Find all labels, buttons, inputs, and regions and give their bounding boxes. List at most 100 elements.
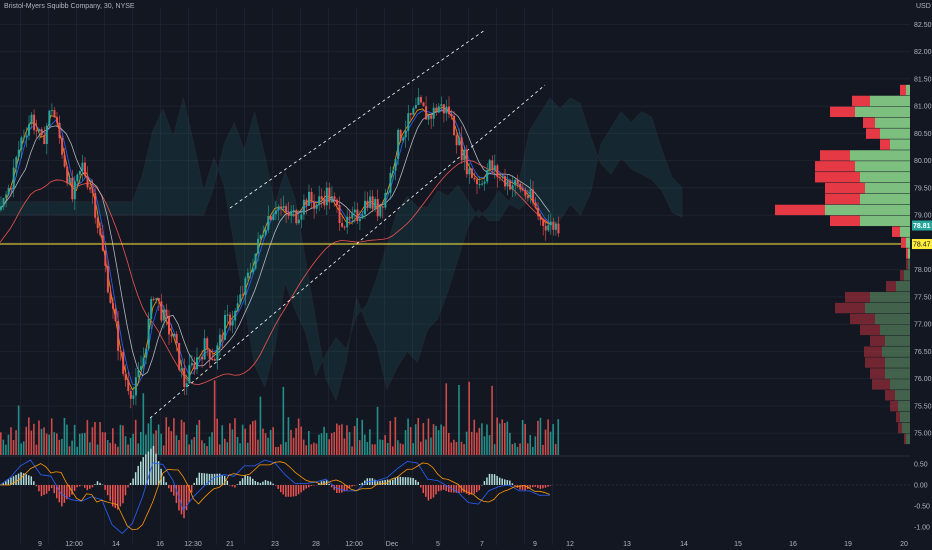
volume-bar — [231, 429, 234, 455]
volume-bar — [302, 439, 305, 455]
volume-bar — [460, 441, 463, 455]
y-tick-label: 80.50 — [914, 131, 932, 138]
volume-bar — [389, 420, 392, 455]
candle-body — [84, 162, 86, 176]
volume-bar — [315, 443, 318, 455]
volume-bars — [0, 380, 560, 455]
volume-bar — [66, 424, 68, 455]
volume-bar — [328, 439, 330, 455]
volume-bar — [437, 430, 440, 455]
macd-hist — [63, 485, 66, 503]
volume-bar — [63, 417, 66, 455]
candle-body — [333, 196, 336, 200]
macd-hist — [305, 485, 307, 489]
candle-body — [389, 172, 392, 193]
volume-bar — [432, 424, 435, 455]
candle-body — [534, 202, 537, 208]
volume-bar — [404, 430, 407, 455]
profile-bar-up — [855, 106, 910, 118]
candle-body — [43, 135, 46, 144]
last-price-badge — [912, 220, 932, 231]
macd-hist — [389, 479, 391, 485]
macd-hist — [430, 485, 432, 500]
candle-body — [509, 180, 512, 190]
macd-hist — [285, 485, 287, 497]
volume-bar — [336, 423, 338, 455]
macd-hist — [361, 482, 363, 485]
macd-hist — [379, 480, 381, 485]
macd-hist — [129, 482, 132, 485]
volume-bar — [28, 417, 30, 455]
profile-bar-down — [865, 357, 885, 368]
volume-bar — [178, 440, 180, 455]
candle-body — [173, 333, 176, 337]
volume-bar — [537, 420, 539, 455]
candle-body — [417, 97, 420, 106]
macd-hist — [325, 480, 328, 485]
y-tick-label: 76.50 — [914, 349, 932, 356]
volume-bar — [364, 434, 366, 455]
candle-body — [297, 219, 300, 224]
candle-body — [259, 235, 262, 239]
volume-bar — [420, 441, 422, 455]
candle-body — [127, 380, 130, 392]
macd-hist — [524, 485, 526, 491]
channel-upper — [229, 29, 486, 209]
y-tick-label: 80.00 — [914, 158, 932, 165]
macd-hist — [422, 485, 425, 494]
macd-hist — [407, 477, 409, 485]
candle-body — [473, 177, 476, 180]
volume-bar — [361, 419, 364, 455]
candle-body — [38, 129, 41, 132]
candle-body — [2, 198, 5, 207]
volume-bar — [290, 429, 292, 455]
volume-bar — [198, 419, 201, 455]
candle-body — [129, 391, 132, 399]
macd-hist — [252, 478, 254, 485]
candle-body — [450, 114, 453, 117]
volume-bar — [338, 425, 341, 455]
session-stripe — [244, 8, 245, 545]
candle-body — [196, 357, 198, 370]
candle-body — [145, 348, 148, 358]
candle-body — [336, 199, 338, 206]
candle-body — [5, 194, 8, 199]
macd-hist — [2, 483, 5, 485]
volume-bar — [84, 432, 86, 455]
macd-hist — [155, 453, 157, 485]
candle-body — [330, 196, 333, 203]
volume-bar — [453, 439, 455, 455]
cloud — [0, 97, 683, 402]
candle-body — [338, 205, 341, 224]
volume-bar — [58, 439, 61, 455]
x-tick-label: 9 — [533, 541, 537, 548]
macd-hist — [486, 477, 488, 485]
volume-bar — [155, 430, 157, 455]
volume-bar — [397, 440, 399, 455]
candle-body — [96, 217, 99, 229]
volume-bar — [160, 433, 162, 455]
candle-body — [374, 199, 377, 209]
volume-bar — [33, 423, 35, 455]
candle-body — [343, 226, 346, 228]
volume-bar — [374, 444, 376, 455]
candle-body — [453, 116, 456, 136]
candle-body — [524, 190, 527, 196]
channel-lower — [149, 84, 546, 419]
volume-bar — [402, 444, 404, 455]
macd-hist — [468, 485, 470, 496]
macd-hist — [282, 485, 285, 495]
candle-body — [386, 192, 389, 194]
candle-body — [124, 374, 127, 381]
profile-bar-down — [900, 84, 906, 96]
volume-bar — [157, 424, 160, 455]
candle-body — [61, 137, 64, 155]
profile-bar-up — [895, 390, 910, 401]
macd-hist — [198, 472, 201, 485]
volume-bar — [109, 442, 112, 455]
volume-bar — [254, 420, 257, 455]
x-tick-label: 5 — [436, 541, 440, 548]
macd-hist — [514, 485, 516, 487]
macd-hist — [521, 485, 524, 490]
